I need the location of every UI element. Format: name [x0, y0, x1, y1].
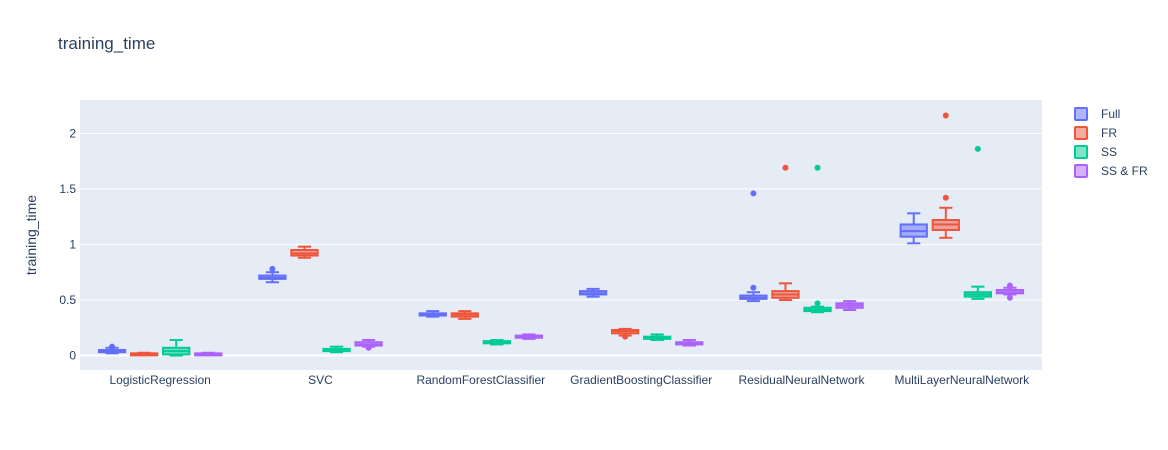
box-fr — [610, 327, 640, 340]
outlier-point — [109, 343, 116, 350]
box-full — [899, 212, 928, 245]
x-tick-label: LogisticRegression — [109, 373, 210, 387]
outlier-point — [942, 194, 949, 201]
box-ss — [322, 345, 351, 354]
legend: Full FR SS SS & FR — [1074, 107, 1148, 178]
x-tick-label: MultiLayerNeuralNetwork — [894, 373, 1030, 387]
outlier-point — [365, 344, 372, 351]
legend-item[interactable]: SS — [1074, 145, 1117, 159]
box-full — [258, 265, 287, 284]
box-ss-fr — [194, 351, 223, 357]
box-full — [739, 190, 768, 303]
box-ss — [803, 164, 832, 314]
grid-lines — [80, 132, 1042, 357]
legend-swatch — [1074, 145, 1088, 159]
chart-title: training_time — [58, 34, 156, 53]
legend-label: SS & FR — [1101, 164, 1148, 178]
box-full — [97, 343, 127, 355]
y-axis-title: training_time — [23, 195, 39, 275]
outlier-point — [814, 300, 821, 307]
box-ss-fr — [354, 339, 383, 351]
legend-item[interactable]: Full — [1074, 107, 1120, 121]
box-fr — [931, 112, 960, 239]
outlier-point — [814, 164, 821, 171]
legend-swatch — [1074, 164, 1088, 178]
y-tick-labels: 0 0.5 1 1.5 2 — [59, 126, 76, 362]
legend-label: FR — [1101, 126, 1117, 140]
outlier-point — [750, 284, 757, 291]
box-ss-fr — [995, 282, 1025, 301]
box-fr — [290, 245, 319, 259]
y-tick-label: 0 — [69, 349, 76, 363]
outlier-point — [1006, 294, 1013, 301]
x-tick-label: SVC — [308, 373, 333, 387]
box-ss-fr — [835, 300, 864, 311]
box-ss — [643, 333, 672, 341]
outlier-point — [750, 190, 757, 197]
box-fr — [450, 310, 479, 320]
box-ss — [482, 339, 512, 346]
box-ss-fr — [675, 339, 704, 347]
y-tick-label: 2 — [69, 126, 76, 140]
box-ss — [162, 339, 191, 357]
x-tick-label: RandomForestClassifier — [416, 373, 545, 387]
x-tick-labels: LogisticRegression SVC RandomForestClassif… — [109, 373, 1030, 387]
legend-swatch — [1074, 126, 1088, 140]
box-fr — [771, 164, 800, 301]
outlier-point — [942, 112, 949, 119]
box-full — [418, 310, 447, 318]
outlier-point — [1006, 282, 1013, 289]
plot-background — [80, 100, 1042, 370]
y-tick-label: 1 — [69, 237, 76, 251]
x-tick-label: GradientBoostingClassifier — [570, 373, 712, 387]
outlier-point — [782, 164, 789, 171]
box-full — [578, 287, 608, 298]
outlier-point — [974, 145, 981, 152]
legend-swatch — [1074, 107, 1088, 121]
y-tick-label: 1.5 — [59, 182, 76, 196]
legend-label: SS — [1101, 145, 1117, 159]
box-ss-fr — [514, 333, 544, 340]
outlier-point — [269, 265, 276, 272]
box-ss — [963, 145, 993, 300]
box-traces — [97, 112, 1025, 357]
legend-item[interactable]: FR — [1074, 126, 1117, 140]
box-fr — [129, 351, 159, 357]
legend-label: Full — [1101, 107, 1120, 121]
legend-item[interactable]: SS & FR — [1074, 164, 1148, 178]
y-tick-label: 0.5 — [59, 293, 76, 307]
outlier-point — [622, 333, 629, 340]
x-tick-label: ResidualNeuralNetwork — [738, 373, 865, 387]
